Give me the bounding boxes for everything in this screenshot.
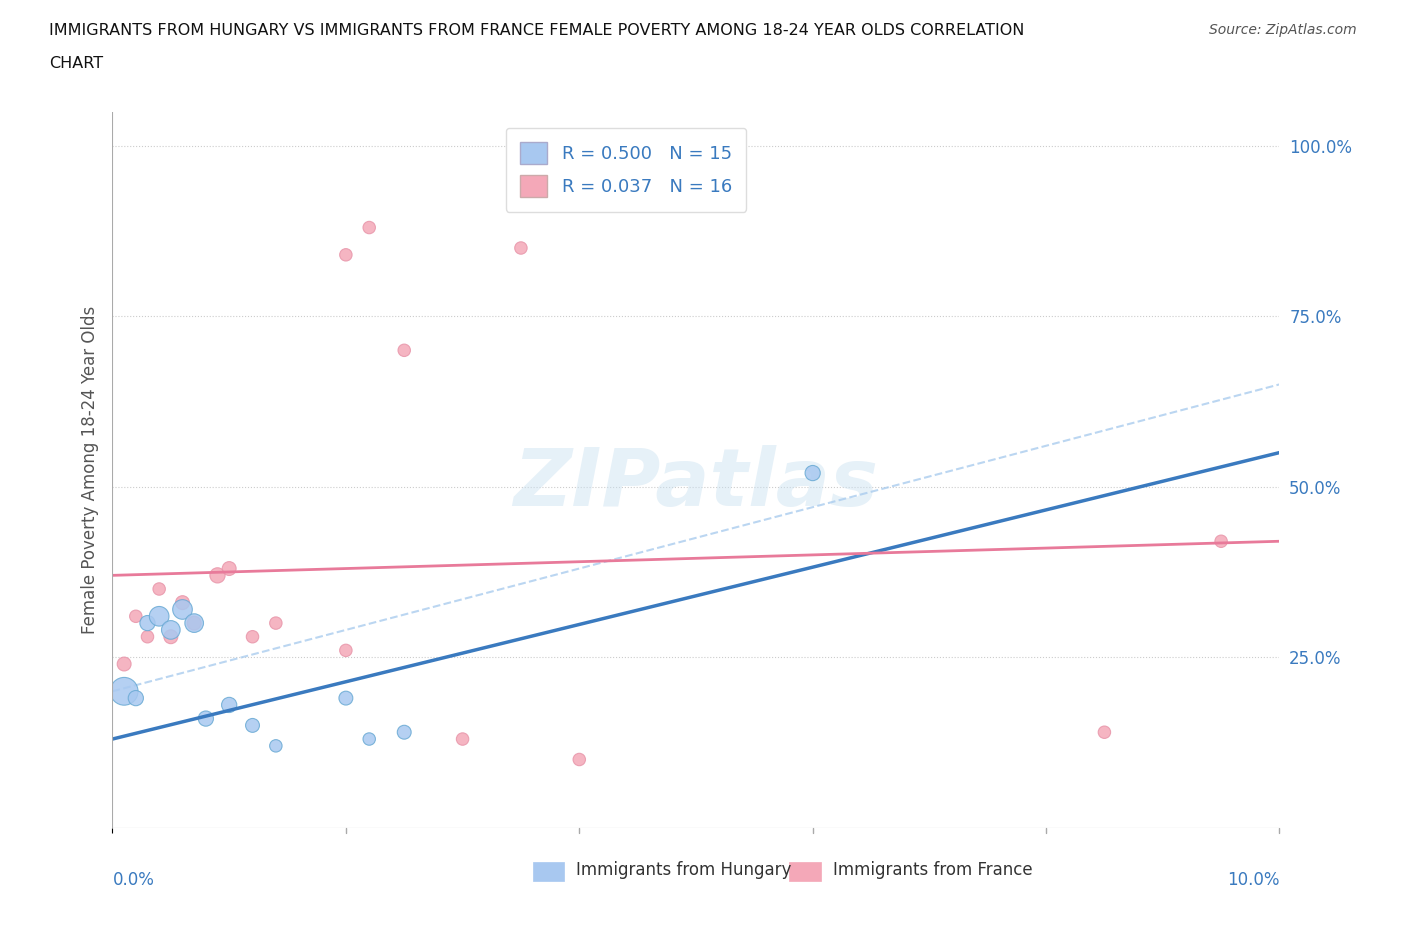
Point bbox=[194, 711, 217, 726]
Point bbox=[218, 561, 240, 576]
Point bbox=[801, 466, 824, 481]
Point bbox=[335, 247, 357, 262]
Point bbox=[359, 220, 381, 235]
Point bbox=[335, 691, 357, 706]
Point bbox=[136, 630, 159, 644]
Point bbox=[242, 630, 264, 644]
Point bbox=[568, 752, 591, 767]
Point bbox=[172, 602, 194, 617]
Text: ZIPatlas: ZIPatlas bbox=[513, 445, 879, 523]
Point bbox=[218, 698, 240, 712]
Point bbox=[125, 691, 148, 706]
Point bbox=[148, 609, 170, 624]
Point bbox=[183, 616, 205, 631]
Bar bbox=[533, 862, 564, 882]
Text: Immigrants from France: Immigrants from France bbox=[832, 861, 1032, 880]
Point bbox=[1094, 724, 1116, 739]
Point bbox=[451, 732, 474, 747]
Point bbox=[207, 568, 229, 583]
Text: Immigrants from Hungary: Immigrants from Hungary bbox=[576, 861, 792, 880]
Bar bbox=[789, 862, 821, 882]
Point bbox=[264, 616, 287, 631]
Point bbox=[172, 595, 194, 610]
Point bbox=[112, 657, 135, 671]
Point bbox=[112, 684, 135, 698]
Point bbox=[1209, 534, 1232, 549]
Point bbox=[335, 643, 357, 658]
Text: CHART: CHART bbox=[49, 56, 103, 71]
Point bbox=[394, 343, 416, 358]
Text: 10.0%: 10.0% bbox=[1227, 870, 1279, 889]
Point bbox=[359, 732, 381, 747]
Y-axis label: Female Poverty Among 18-24 Year Olds: Female Poverty Among 18-24 Year Olds bbox=[80, 306, 98, 633]
Text: IMMIGRANTS FROM HUNGARY VS IMMIGRANTS FROM FRANCE FEMALE POVERTY AMONG 18-24 YEA: IMMIGRANTS FROM HUNGARY VS IMMIGRANTS FR… bbox=[49, 23, 1025, 38]
Text: 0.0%: 0.0% bbox=[112, 870, 155, 889]
Point bbox=[509, 241, 531, 256]
Point bbox=[160, 622, 183, 637]
Legend: R = 0.500   N = 15, R = 0.037   N = 16: R = 0.500 N = 15, R = 0.037 N = 16 bbox=[506, 127, 747, 211]
Point bbox=[242, 718, 264, 733]
Point bbox=[264, 738, 287, 753]
Point bbox=[148, 581, 170, 596]
Point bbox=[136, 616, 159, 631]
Point bbox=[183, 616, 205, 631]
Text: Source: ZipAtlas.com: Source: ZipAtlas.com bbox=[1209, 23, 1357, 37]
Point bbox=[160, 630, 183, 644]
Point bbox=[125, 609, 148, 624]
Point bbox=[394, 724, 416, 739]
